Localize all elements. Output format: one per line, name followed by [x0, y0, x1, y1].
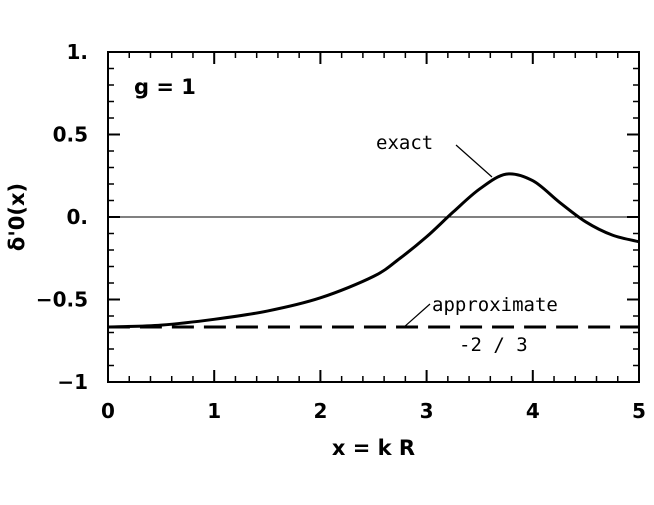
annotation-approximate: approximate	[432, 294, 558, 316]
x-tick-label: 5	[632, 399, 646, 423]
chart-marks	[107, 144, 640, 329]
leader-line-exact	[455, 144, 493, 178]
y-tick-label: −1	[57, 370, 88, 394]
series-line-exact	[107, 172, 640, 329]
y-tick-label: 0.	[66, 205, 88, 229]
x-tick-label: 4	[526, 399, 540, 423]
x-axis-title: x = k R	[332, 436, 415, 460]
annotation-exact: exact	[376, 132, 433, 154]
parameter-label: g = 1	[134, 75, 196, 99]
y-tick-label: −0.5	[36, 288, 88, 312]
leader-line-approximate	[403, 303, 431, 328]
x-tick-label: 3	[420, 399, 434, 423]
annotation-two-thirds: -2 / 3	[459, 334, 528, 356]
x-tick-label: 0	[101, 399, 115, 423]
y-axis-title: δ'0(x)	[5, 183, 29, 251]
chart-text: 0 1 2 3 4 5 −1 −0.5 0. 0.5 1. exact approximate -2 / …	[5, 40, 646, 460]
x-tick-label: 1	[207, 399, 221, 423]
y-tick-label: 1.	[66, 40, 88, 64]
x-tick-label: 2	[313, 399, 327, 423]
y-tick-label: 0.5	[53, 123, 88, 147]
